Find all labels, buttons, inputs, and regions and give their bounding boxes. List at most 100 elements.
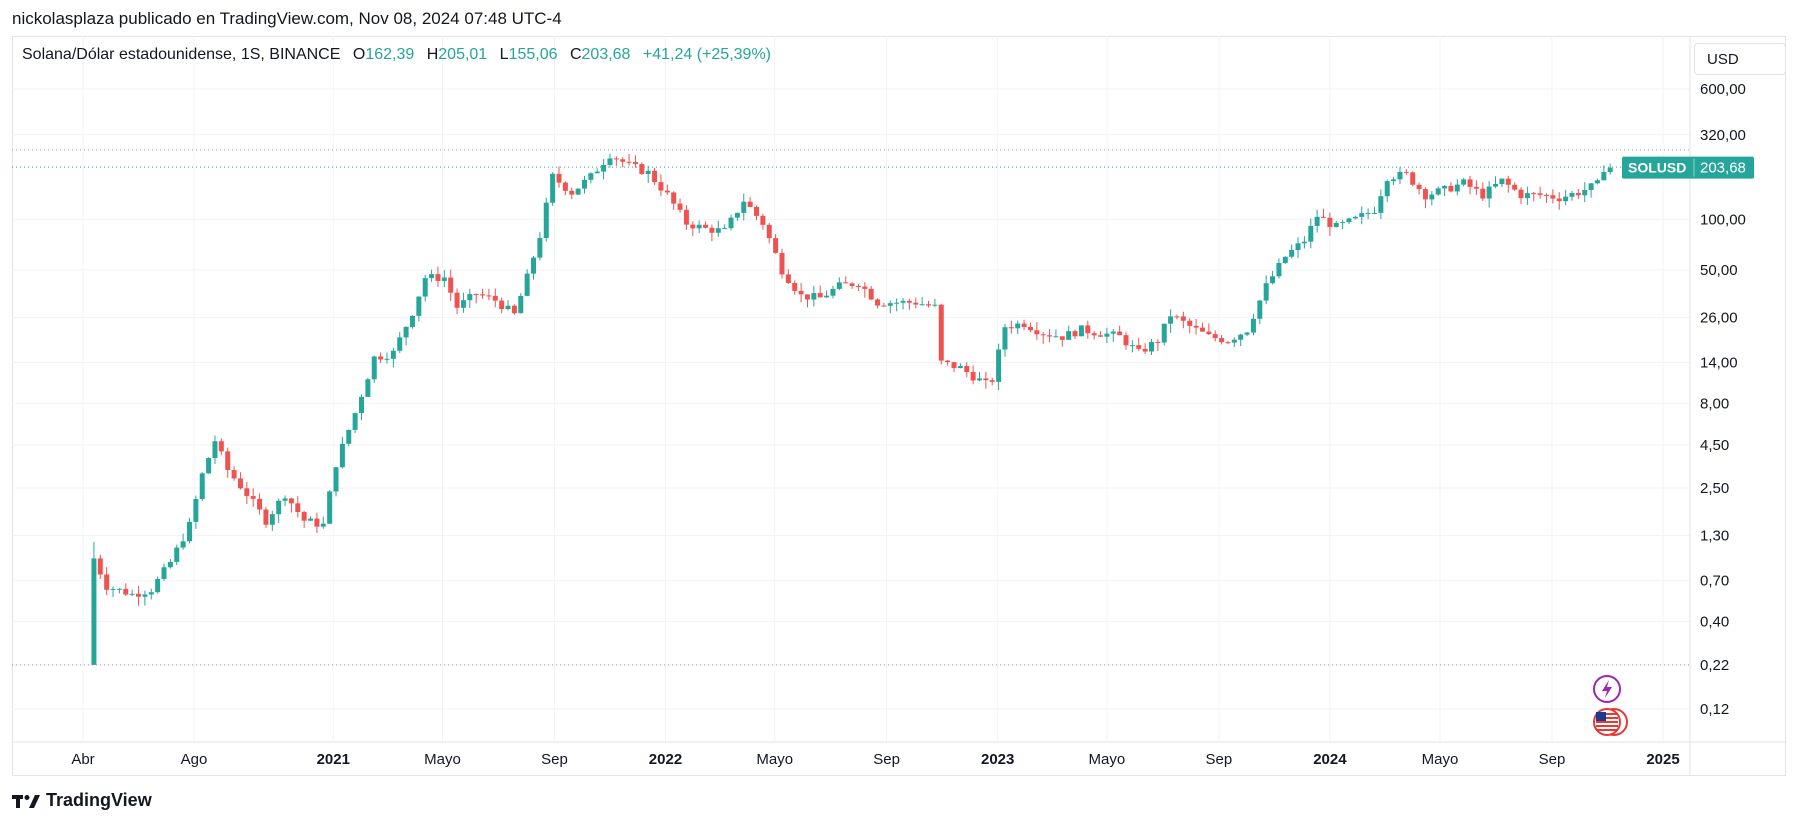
candle-body xyxy=(518,295,524,314)
tradingview-logo[interactable]: TradingView xyxy=(12,790,152,811)
y-tick-label: 0,12 xyxy=(1700,701,1729,718)
candle xyxy=(1027,322,1033,333)
candle-body xyxy=(97,558,103,575)
candle-body xyxy=(180,541,186,548)
grid-layer xyxy=(12,36,1690,742)
candle xyxy=(397,332,403,354)
candle xyxy=(817,285,823,298)
candle xyxy=(327,490,333,525)
candle-body xyxy=(843,282,849,284)
candle xyxy=(754,205,760,221)
candle-body xyxy=(1575,193,1581,196)
candle xyxy=(1422,187,1428,209)
candle xyxy=(1454,179,1460,196)
candle xyxy=(607,153,613,168)
candle xyxy=(142,590,148,606)
candle xyxy=(868,285,874,301)
candle-body xyxy=(792,283,798,291)
candle-body xyxy=(1442,185,1448,189)
candle xyxy=(1601,165,1607,181)
candle xyxy=(766,222,772,244)
candle-body xyxy=(397,337,403,351)
candle-body xyxy=(174,547,180,562)
candle-body xyxy=(1314,216,1320,226)
candle xyxy=(1015,320,1021,335)
candle xyxy=(1518,187,1524,204)
candle xyxy=(843,276,849,284)
candle-body xyxy=(626,161,632,163)
candle-body xyxy=(333,467,339,492)
candle xyxy=(1371,206,1377,215)
candle-body xyxy=(1110,331,1116,334)
candle xyxy=(581,175,587,194)
candle xyxy=(887,300,893,314)
candle-body xyxy=(970,372,976,381)
candle xyxy=(225,447,231,478)
candle xyxy=(983,371,989,389)
candle xyxy=(250,488,256,507)
candle xyxy=(174,544,180,566)
candle xyxy=(180,533,186,550)
y-tick-label: 14,00 xyxy=(1700,355,1738,372)
candle xyxy=(836,277,842,291)
candle xyxy=(734,212,740,221)
x-tick-label: Abr xyxy=(71,751,94,768)
candle-body xyxy=(1594,180,1600,184)
candle xyxy=(441,270,447,288)
candle-body xyxy=(1129,345,1135,347)
candle-body xyxy=(754,206,760,216)
tradingview-brand: TradingView xyxy=(46,790,152,810)
candle-body xyxy=(1263,283,1269,301)
candle xyxy=(1199,322,1205,332)
candle xyxy=(167,559,173,569)
candle xyxy=(429,269,435,282)
candle-body xyxy=(1327,217,1333,227)
candle xyxy=(1053,329,1059,338)
us-flag-event-icon[interactable] xyxy=(1593,708,1628,736)
candle-body xyxy=(1098,335,1104,337)
candle xyxy=(1136,337,1142,351)
x-tick-label: 2023 xyxy=(981,751,1014,768)
candle-body xyxy=(1435,188,1441,195)
candle xyxy=(1442,185,1448,196)
chart-frame[interactable] xyxy=(12,36,1786,776)
candle-body xyxy=(760,215,766,225)
candle-body xyxy=(613,158,619,160)
candle-body xyxy=(511,305,517,314)
y-tick-label: 0,70 xyxy=(1700,573,1729,590)
candle-body xyxy=(1601,172,1607,181)
candle xyxy=(1333,220,1339,228)
candle xyxy=(1295,237,1301,259)
last-price-value: 203,68 xyxy=(1700,160,1746,177)
candle-body xyxy=(588,173,594,180)
candle xyxy=(575,188,581,196)
candle-body xyxy=(1193,325,1199,328)
low-label: L xyxy=(499,46,509,63)
candle xyxy=(703,221,709,229)
candle xyxy=(409,315,415,329)
candle-body xyxy=(167,561,173,568)
candle xyxy=(1263,275,1269,305)
candle xyxy=(1352,215,1358,220)
candle xyxy=(244,481,250,504)
candle-body xyxy=(499,300,505,310)
symbol-legend[interactable]: Solana/Dólar estadounidense, 1S, BINANCE… xyxy=(22,46,771,64)
x-tick-label: Sep xyxy=(1539,751,1566,768)
candle xyxy=(1556,192,1562,210)
candle-body xyxy=(849,283,855,287)
candle-body xyxy=(989,380,995,382)
candle-body xyxy=(601,165,607,172)
candle xyxy=(1594,178,1600,185)
candle-body xyxy=(581,179,587,189)
candle xyxy=(1493,176,1499,189)
currency-button[interactable]: USD xyxy=(1694,43,1786,75)
lightning-event-icon[interactable] xyxy=(1593,675,1621,703)
candle-body xyxy=(1410,172,1416,185)
candle xyxy=(1193,318,1199,335)
y-tick-label: 26,00 xyxy=(1700,309,1738,326)
candle xyxy=(1588,183,1594,198)
candle xyxy=(333,467,339,497)
candle-body xyxy=(1072,331,1078,337)
candle xyxy=(1607,163,1613,175)
